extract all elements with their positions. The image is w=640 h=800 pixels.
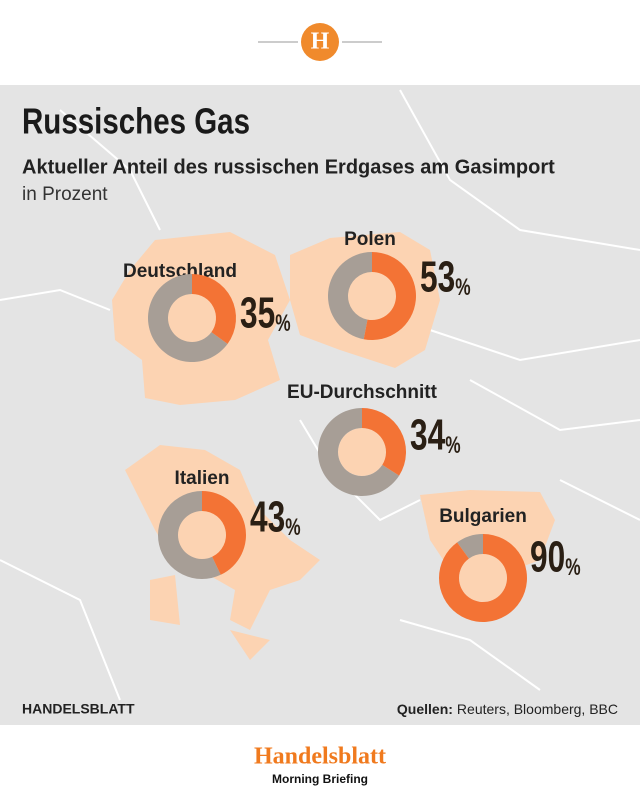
category-label: EU-Durchschnitt bbox=[287, 382, 438, 403]
value-label: 35% bbox=[240, 289, 291, 338]
donut-hole bbox=[168, 294, 216, 342]
sources-label: Quellen: bbox=[397, 701, 453, 717]
donut-remainder bbox=[158, 491, 221, 579]
donut-hole bbox=[178, 511, 226, 559]
logo-wordmark: Handelsblatt bbox=[254, 744, 386, 770]
value-label: 34% bbox=[410, 411, 461, 460]
donut-remainder bbox=[318, 408, 400, 496]
logo-badge bbox=[301, 23, 339, 61]
brand-label: HANDELSBLATT bbox=[22, 701, 135, 717]
category-label: Deutschland bbox=[123, 261, 237, 282]
chart-subtitle: Aktueller Anteil des russischen Erdgases… bbox=[22, 156, 555, 178]
category-label: Italien bbox=[175, 468, 230, 489]
donut-hole bbox=[338, 428, 386, 476]
value-label: 53% bbox=[420, 253, 471, 302]
donut-segment bbox=[439, 534, 527, 622]
category-label: Polen bbox=[344, 229, 396, 250]
value-label: 43% bbox=[250, 493, 301, 542]
unit-label: in Prozent bbox=[22, 184, 108, 205]
logo-subline: Morning Briefing bbox=[272, 772, 368, 786]
donut-segment bbox=[363, 252, 416, 340]
donut-remainder bbox=[327, 252, 372, 340]
donut-hole bbox=[459, 554, 507, 602]
donut-segment bbox=[192, 274, 236, 344]
chart-title: Russisches Gas bbox=[22, 101, 250, 141]
category-label: Bulgarien bbox=[439, 506, 527, 527]
donut-remainder bbox=[148, 274, 228, 363]
donut-hole bbox=[348, 272, 396, 320]
donut-remainder bbox=[457, 534, 483, 559]
donut-segment bbox=[202, 491, 247, 575]
value-label: 90% bbox=[530, 533, 581, 582]
sources: Quellen: Reuters, Bloomberg, BBC bbox=[397, 701, 618, 717]
logo-letter: H bbox=[311, 29, 330, 55]
donut-segment bbox=[362, 408, 406, 476]
sources-list: Reuters, Bloomberg, BBC bbox=[457, 701, 618, 717]
map-background bbox=[0, 85, 640, 725]
